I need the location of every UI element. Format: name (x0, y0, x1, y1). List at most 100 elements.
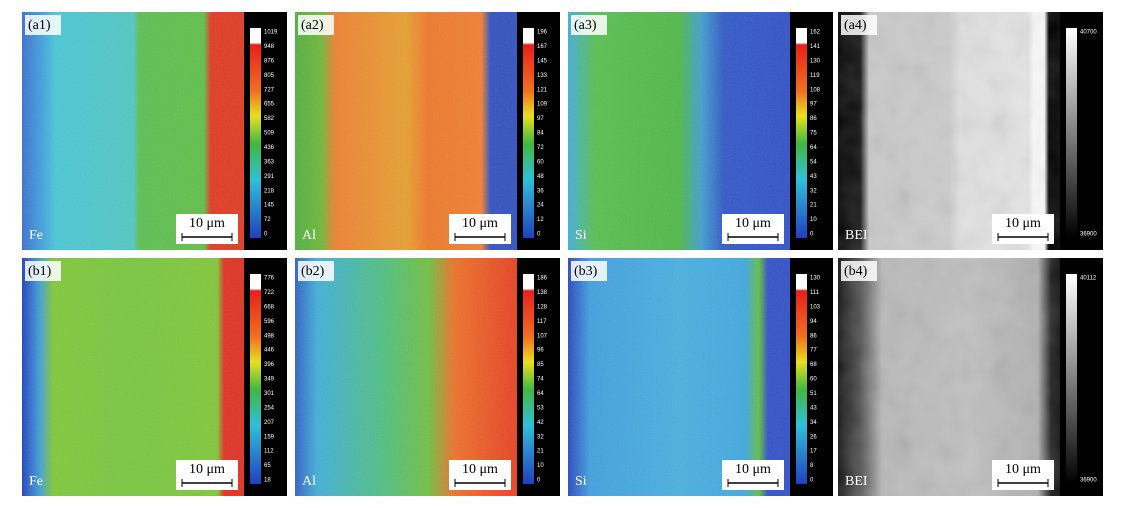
scale-bar-box (992, 214, 1054, 244)
colorbar-tick-label: 84 (537, 131, 544, 137)
colorbar-tick-label: 75 (810, 131, 817, 137)
colorbar-tick-label: 159 (264, 434, 275, 440)
colorbar-tick-label: 876 (264, 58, 275, 64)
colorbar-tick-label: 107 (537, 333, 548, 339)
colorbar-tick-label: 64 (537, 391, 544, 397)
panel: 130 111 103 94 86 77 68 60 51 43 34 26 17 8 0 (b3) Si 10 … (568, 258, 833, 496)
element-label: Al (302, 228, 316, 243)
panel-label-box (298, 15, 334, 35)
colorbar-tick-label: 36900 (1080, 232, 1097, 238)
colorbar-tick-label: 72 (264, 217, 271, 223)
map-texture (22, 258, 244, 496)
colorbar (523, 274, 534, 484)
scale-bar-box (449, 460, 511, 490)
panel-label: (b3) (574, 264, 598, 279)
element-label: Al (302, 474, 316, 489)
colorbar-tick-label: 396 (264, 362, 275, 368)
panel: 40700 36900 (a4) BEI 10 μm (838, 12, 1103, 250)
panel: 776 722 668 596 498 446 396 349 301 254 207 159 112 6… (22, 258, 287, 496)
scale-bar-label: 10 μm (189, 462, 225, 477)
colorbar-tick-label: 21 (810, 203, 817, 209)
colorbar-tick-label: 60 (810, 377, 817, 383)
panel-label: (a1) (28, 18, 51, 33)
scale-bar-label: 10 μm (1005, 462, 1041, 477)
colorbar-tick-label: 36900 (1080, 478, 1097, 484)
colorbar-tick-label: 727 (264, 87, 275, 93)
colorbar-tick-label: 130 (810, 276, 821, 282)
colorbar-tick-label: 0 (537, 478, 541, 484)
panel: 40112 36900 (b4) BEI 10 μm (838, 258, 1103, 496)
colorbar-tick-label: 776 (264, 276, 275, 282)
colorbar-tick-label: 1019 (264, 30, 278, 36)
element-label: Fe (29, 474, 43, 489)
panel-label-box (25, 261, 61, 281)
colorbar-tick-label: 349 (264, 377, 275, 383)
colorbar-tick-label: 108 (810, 87, 821, 93)
colorbar-tick-label: 60 (537, 159, 544, 165)
scale-bar-label: 10 μm (462, 462, 498, 477)
colorbar-tick-label: 43 (810, 405, 817, 411)
colorbar-tick-label: 186 (537, 276, 548, 282)
colorbar (250, 274, 261, 484)
colorbar-tick-label: 53 (537, 405, 544, 411)
scale-bar-box (176, 460, 238, 490)
panel: 162 141 130 119 108 97 86 75 64 54 43 32 21 10 0 (a3) Si… (568, 12, 833, 250)
colorbar-tick-label: 145 (264, 203, 275, 209)
scale-bar-box (722, 460, 784, 490)
colorbar-tick-label: 141 (810, 44, 821, 50)
colorbar-tick-label: 40112 (1080, 276, 1097, 282)
panel-label: (a4) (844, 18, 867, 33)
colorbar-tick-label: 0 (810, 478, 814, 484)
panel-label: (a2) (301, 18, 324, 33)
colorbar-tick-label: 117 (537, 319, 547, 325)
colorbar-tick-label: 111 (810, 290, 820, 296)
colorbar-tick-label: 805 (264, 73, 275, 79)
colorbar-tick-label: 133 (537, 73, 548, 79)
colorbar-tick-label: 145 (537, 58, 548, 64)
colorbar-tick-label: 196 (537, 30, 548, 36)
colorbar-tick-label: 97 (810, 102, 817, 108)
colorbar-tick-label: 0 (537, 232, 541, 238)
colorbar-tick-label: 64 (810, 145, 817, 151)
colorbar-tick-label: 363 (264, 159, 275, 165)
colorbar-tick-label: 36 (537, 188, 544, 194)
element-label: Si (575, 228, 587, 243)
colorbar-tick-label: 68 (810, 362, 817, 368)
colorbar-tick-label: 446 (264, 348, 275, 354)
colorbar-tick-label: 722 (264, 290, 275, 296)
scale-bar-box (176, 214, 238, 244)
colorbar-tick-label: 65 (264, 463, 271, 469)
panel-label-box (571, 261, 607, 281)
colorbar-tick-label: 86 (810, 116, 817, 122)
panel-label-box (298, 261, 334, 281)
colorbar-tick-label: 10 (810, 217, 817, 223)
colorbar-tick-label: 301 (264, 391, 275, 397)
panel-label: (a3) (574, 18, 597, 33)
colorbar-tick-label: 26 (810, 434, 817, 440)
scale-bar-box (449, 214, 511, 244)
colorbar-tick-label: 121 (537, 87, 548, 93)
panel: 1019 948 876 805 727 655 582 509 436 363 291 218 145… (22, 12, 287, 250)
colorbar-tick-label: 77 (810, 348, 817, 354)
scale-bar-label: 10 μm (735, 462, 771, 477)
colorbar-tick-label: 103 (810, 304, 821, 310)
colorbar-tick-label: 0 (810, 232, 814, 238)
colorbar-tick-label: 119 (810, 73, 820, 79)
colorbar-tick-label: 948 (264, 44, 275, 50)
colorbar-tick-label: 668 (264, 304, 275, 310)
scale-bar-box (722, 214, 784, 244)
colorbar-tick-label: 291 (264, 174, 275, 180)
colorbar-tick-label: 17 (810, 449, 817, 455)
map-texture (838, 258, 1060, 496)
colorbar (796, 28, 807, 238)
scale-bar-label: 10 μm (1005, 216, 1041, 231)
colorbar-tick-label: 34 (810, 420, 817, 426)
colorbar-tick-label: 85 (537, 362, 544, 368)
panel-label-box (841, 261, 877, 281)
colorbar-tick-label: 8 (810, 463, 814, 469)
map-texture (295, 258, 517, 496)
colorbar-tick-label: 128 (537, 304, 548, 310)
scale-bar-label: 10 μm (189, 216, 225, 231)
colorbar (1066, 274, 1077, 484)
